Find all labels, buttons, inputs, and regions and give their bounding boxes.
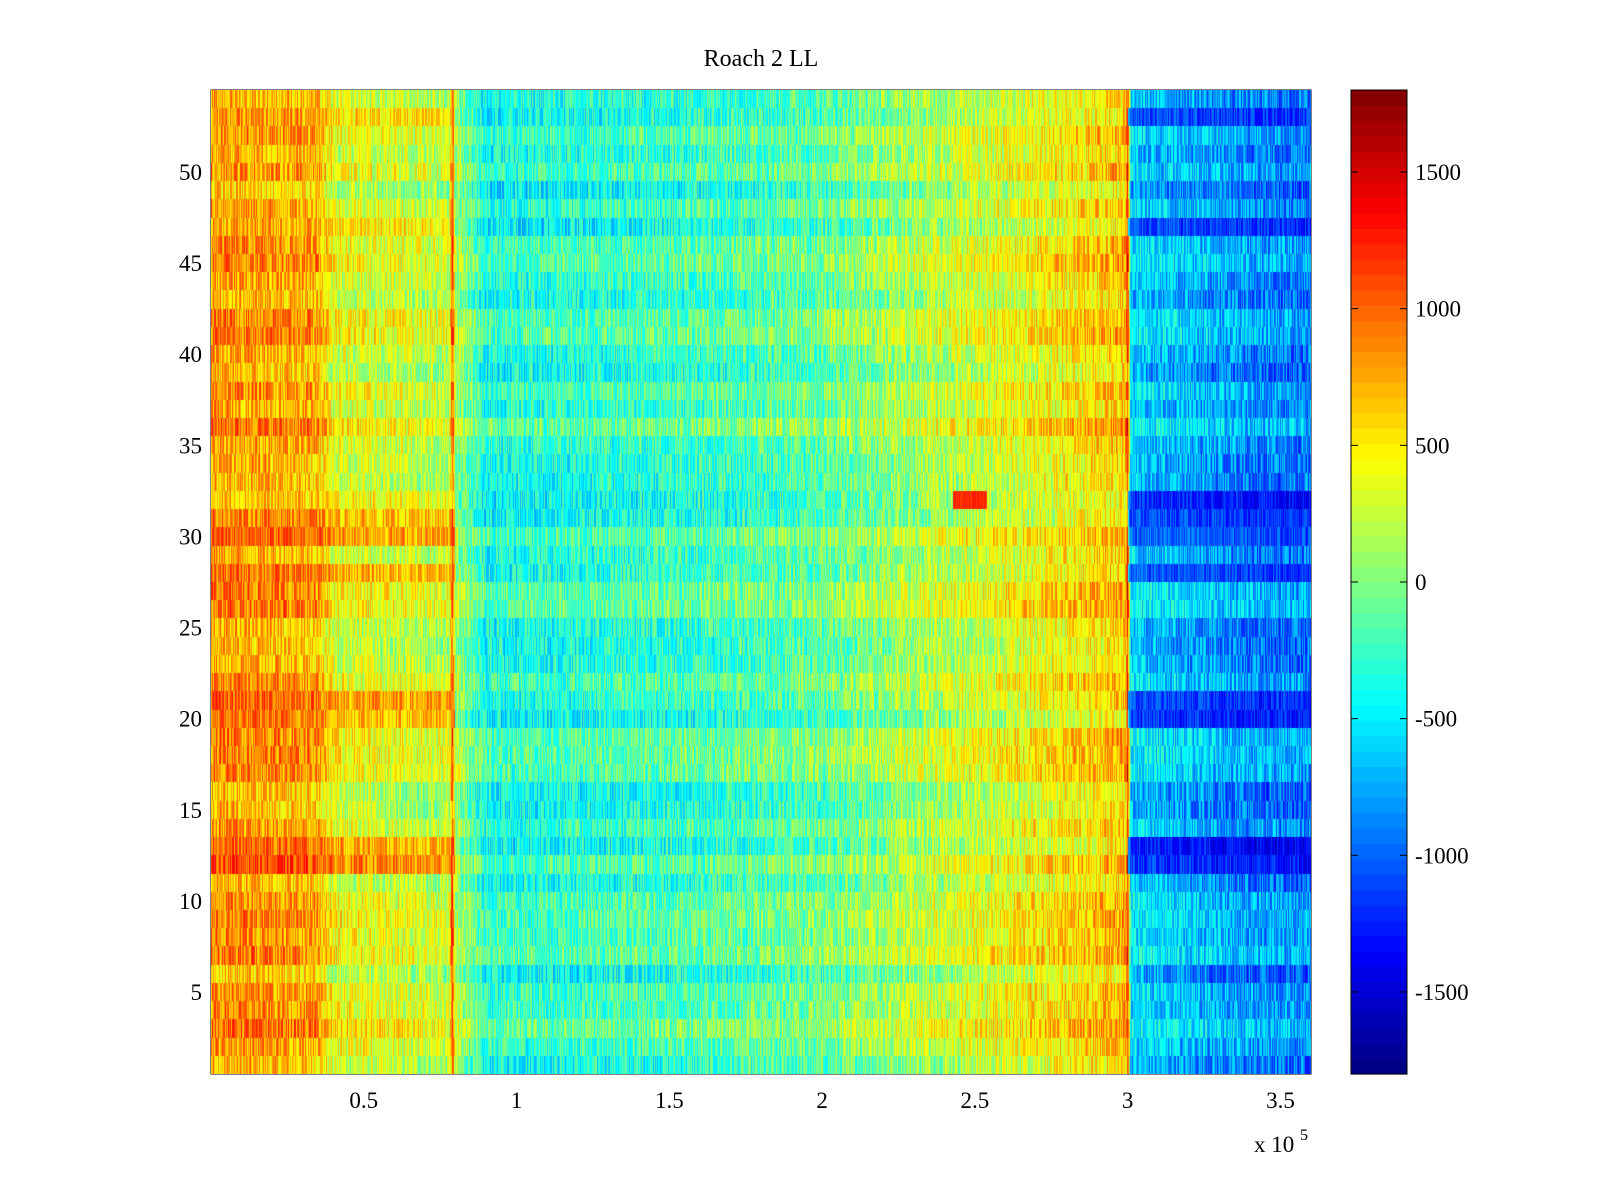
y-tick-label: 45 bbox=[179, 251, 202, 276]
y-tick-label: 20 bbox=[179, 707, 202, 732]
colorbar-swatch bbox=[1351, 981, 1407, 998]
colorbar-swatch bbox=[1351, 1043, 1407, 1060]
x-tick-label: 3.5 bbox=[1266, 1088, 1295, 1113]
colorbar-swatch bbox=[1351, 474, 1407, 491]
colorbar-swatch bbox=[1351, 751, 1407, 768]
colorbar-ticks: 1500 1000 500 0 -500 -1000 -1500 bbox=[1351, 160, 1469, 1005]
y-tick-label: 25 bbox=[179, 616, 202, 641]
colorbar-swatch bbox=[1351, 443, 1407, 460]
colorbar-swatch bbox=[1351, 674, 1407, 691]
x-tick-label: 1.5 bbox=[655, 1088, 684, 1113]
colorbar-swatch bbox=[1351, 259, 1407, 276]
colorbar-swatch bbox=[1351, 812, 1407, 829]
heatmap-image bbox=[211, 90, 1311, 1074]
y-tick-label: 40 bbox=[179, 342, 202, 367]
x-tick-label: 1 bbox=[511, 1088, 523, 1113]
colorbar-swatch bbox=[1351, 520, 1407, 537]
colorbar-swatch bbox=[1351, 1058, 1407, 1075]
colorbar-tick-label: 1000 bbox=[1415, 297, 1461, 322]
colorbar-swatch bbox=[1351, 535, 1407, 552]
y-axis-ticks: 5 10 15 20 25 30 35 40 45 50 bbox=[179, 160, 1311, 1005]
colorbar-swatch bbox=[1351, 582, 1407, 598]
colorbar-swatch bbox=[1351, 1012, 1407, 1029]
colorbar bbox=[1350, 89, 1408, 1075]
colorbar-swatch bbox=[1351, 489, 1407, 506]
x-tick-label: 0.5 bbox=[349, 1088, 378, 1113]
colorbar-swatch bbox=[1351, 874, 1407, 891]
x-tick-label: 3 bbox=[1122, 1088, 1134, 1113]
colorbar-swatch bbox=[1351, 858, 1407, 875]
x-tick-label: 2.5 bbox=[961, 1088, 990, 1113]
y-tick-label: 10 bbox=[179, 889, 202, 914]
colorbar-swatch bbox=[1351, 90, 1407, 106]
colorbar-swatch bbox=[1351, 305, 1407, 322]
colorbar-swatch bbox=[1351, 166, 1407, 183]
colorbar-swatch bbox=[1351, 228, 1407, 245]
x-tick-label: 2 bbox=[816, 1088, 828, 1113]
colorbar-swatch bbox=[1351, 1027, 1407, 1044]
colorbar-tick-label: 0 bbox=[1415, 570, 1427, 595]
colorbar-swatch bbox=[1351, 366, 1407, 383]
colorbar-swatch bbox=[1351, 120, 1407, 137]
colorbar-swatch bbox=[1351, 459, 1407, 475]
colorbar-swatch bbox=[1351, 766, 1407, 783]
y-tick-label: 35 bbox=[179, 433, 202, 458]
y-tick-label: 30 bbox=[179, 524, 202, 549]
colorbar-swatch bbox=[1351, 643, 1407, 660]
colorbar-swatch bbox=[1351, 797, 1407, 814]
colorbar-swatch bbox=[1351, 689, 1407, 706]
colorbar-swatch bbox=[1351, 720, 1407, 737]
colorbar-swatch bbox=[1351, 920, 1407, 937]
colorbar-swatch bbox=[1351, 351, 1407, 368]
colorbar-tick-label: -1000 bbox=[1415, 843, 1469, 868]
colorbar-swatch bbox=[1351, 428, 1407, 445]
colorbar-swatch bbox=[1351, 735, 1407, 752]
colorbar-swatch bbox=[1351, 197, 1407, 214]
colorbar-swatch bbox=[1351, 151, 1407, 168]
y-tick-label: 5 bbox=[191, 980, 203, 1005]
colorbar-swatch bbox=[1351, 889, 1407, 906]
colorbar-swatch bbox=[1351, 551, 1407, 568]
x-exponent-base: x 10 bbox=[1254, 1132, 1294, 1157]
colorbar-swatch bbox=[1351, 597, 1407, 614]
colorbar-tick-label: 500 bbox=[1415, 433, 1450, 458]
colorbar-swatch bbox=[1351, 320, 1407, 337]
colorbar-swatch bbox=[1351, 213, 1407, 229]
colorbar-tick-label: -500 bbox=[1415, 707, 1457, 732]
colorbar-swatch bbox=[1351, 105, 1407, 122]
colorbar-swatch bbox=[1351, 843, 1407, 860]
colorbar-swatch bbox=[1351, 382, 1407, 399]
colorbar-swatch bbox=[1351, 336, 1407, 352]
x-exponent-power: 5 bbox=[1300, 1127, 1308, 1144]
colorbar-swatch bbox=[1351, 997, 1407, 1014]
colorbar-swatch bbox=[1351, 628, 1407, 645]
colorbar-tick-label: -1500 bbox=[1415, 980, 1469, 1005]
colorbar-swatch bbox=[1351, 828, 1407, 844]
colorbar-swatch bbox=[1351, 781, 1407, 798]
colorbar-swatch bbox=[1351, 243, 1407, 260]
y-tick-label: 50 bbox=[179, 160, 202, 185]
chart-title: Roach 2 LL bbox=[704, 46, 819, 72]
colorbar-swatch bbox=[1351, 397, 1407, 414]
x-exponent-label: x 10 5 bbox=[1254, 1127, 1308, 1157]
colorbar-swatch bbox=[1351, 566, 1407, 583]
colorbar-swatch bbox=[1351, 274, 1407, 291]
colorbar-swatch bbox=[1351, 412, 1407, 429]
colorbar-swatch bbox=[1351, 289, 1407, 306]
colorbar-swatch bbox=[1351, 612, 1407, 629]
colorbar-swatch bbox=[1351, 951, 1407, 967]
colorbar-swatch bbox=[1351, 136, 1407, 153]
colorbar-swatch bbox=[1351, 658, 1407, 675]
colorbar-swatch bbox=[1351, 904, 1407, 921]
colorbar-tick-label: 1500 bbox=[1415, 160, 1461, 185]
colorbar-swatch bbox=[1351, 182, 1407, 199]
colorbar-swatch bbox=[1351, 505, 1407, 522]
y-tick-label: 15 bbox=[179, 798, 202, 823]
colorbar-swatch bbox=[1351, 705, 1407, 721]
colorbar-swatch bbox=[1351, 935, 1407, 952]
colorbar-swatch bbox=[1351, 966, 1407, 983]
